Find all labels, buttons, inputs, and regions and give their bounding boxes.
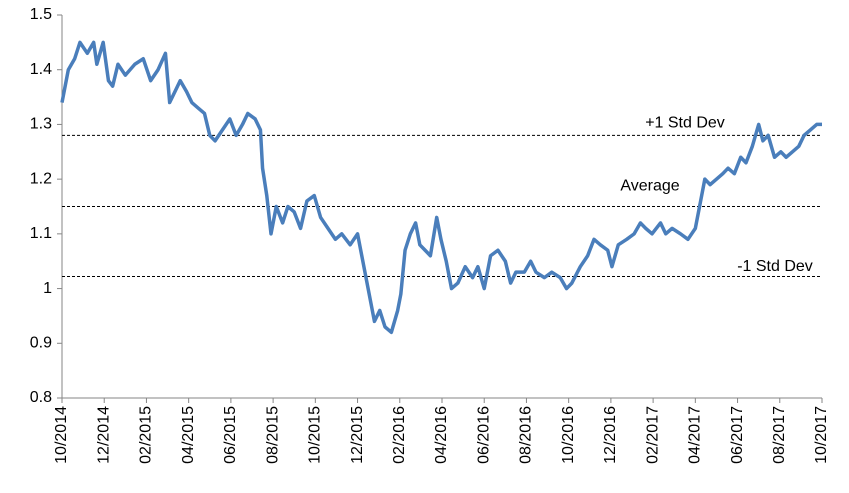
- x-tick-label: 04/2015: [180, 406, 197, 464]
- y-tick-label: 1.3: [30, 116, 52, 133]
- x-tick-label: 10/2017: [813, 406, 830, 464]
- x-tick-label: 04/2017: [687, 406, 704, 464]
- x-tick-label: 04/2016: [433, 406, 450, 464]
- x-tick-label: 08/2015: [264, 406, 281, 464]
- x-tick-label: 12/2016: [602, 406, 619, 464]
- y-tick-label: 1.1: [30, 225, 52, 242]
- reference-label: +1 Std Dev: [645, 115, 725, 132]
- x-tick-label: 08/2017: [771, 406, 788, 464]
- y-tick-label: 1: [43, 280, 52, 297]
- y-tick-label: 0.9: [30, 335, 52, 352]
- x-tick-label: 06/2016: [475, 406, 492, 464]
- x-tick-label: 10/2015: [307, 406, 324, 464]
- x-tick-label: 12/2014: [95, 406, 112, 464]
- x-tick-label: 10/2014: [53, 406, 70, 464]
- y-tick-label: 1.4: [30, 61, 52, 78]
- x-tick-label: 06/2017: [729, 406, 746, 464]
- y-tick-label: 1.5: [30, 6, 52, 23]
- x-tick-label: 10/2016: [560, 406, 577, 464]
- reference-label: -1 Std Dev: [737, 258, 813, 275]
- reference-label: Average: [620, 178, 679, 195]
- x-tick-label: 08/2016: [518, 406, 535, 464]
- x-tick-label: 12/2015: [349, 406, 366, 464]
- x-tick-label: 02/2016: [391, 406, 408, 464]
- x-tick-label: 02/2017: [644, 406, 661, 464]
- y-tick-label: 0.8: [30, 389, 52, 406]
- x-tick-label: 02/2015: [138, 406, 155, 464]
- data-line: [60, 40, 822, 335]
- y-tick-label: 1.2: [30, 170, 52, 187]
- x-tick-label: 06/2015: [222, 406, 239, 464]
